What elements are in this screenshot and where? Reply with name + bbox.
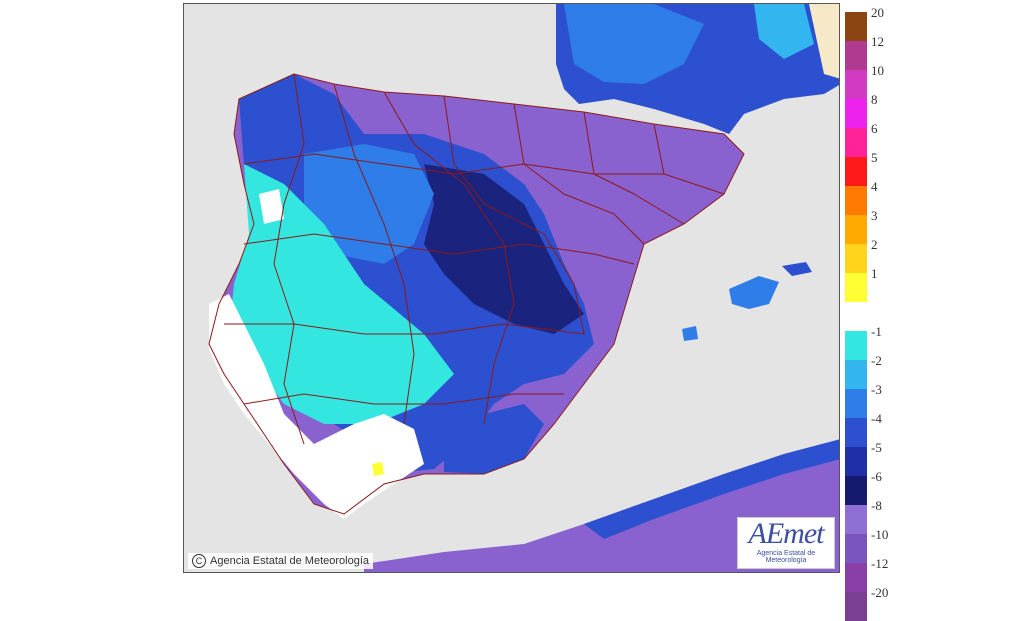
mallorca <box>729 276 779 309</box>
menorca <box>782 262 812 276</box>
legend-swatch <box>845 215 867 244</box>
legend-label: 4 <box>871 179 878 194</box>
legend-swatch <box>845 70 867 99</box>
galicia-white-patch <box>259 189 284 224</box>
southeast-blue <box>444 404 544 474</box>
legend-swatch <box>845 128 867 157</box>
legend-label: -12 <box>871 556 889 571</box>
province-borders <box>208 73 745 515</box>
legend-swatch <box>845 534 867 563</box>
andalusia-yellow-spot <box>372 462 384 476</box>
legend-swatch <box>845 331 867 360</box>
legend-label: 10 <box>871 63 884 78</box>
legend-label: -3 <box>871 382 882 397</box>
legend-label: 12 <box>871 34 884 49</box>
legend-swatch <box>845 273 867 302</box>
legend-swatch <box>845 418 867 447</box>
iberia-cyan <box>229 164 454 424</box>
legend-swatch <box>845 505 867 534</box>
legend-label: -1 <box>871 324 882 339</box>
legend-swatch <box>845 476 867 505</box>
aemet-logo: AEmet Agencia Estatal de Meteorología <box>737 517 835 569</box>
legend-swatch <box>845 592 867 621</box>
legend-label: -2 <box>871 353 882 368</box>
legend-label: 1 <box>871 266 878 281</box>
logo-wordmark: AEmet <box>748 517 825 550</box>
legend-swatch <box>845 41 867 70</box>
legend-label: 20 <box>871 5 884 20</box>
north-africa-blue-band <box>584 439 839 539</box>
legend-swatch <box>845 244 867 273</box>
legend-label: 5 <box>871 150 878 165</box>
legend-label: 3 <box>871 208 878 223</box>
italy-land <box>809 4 839 79</box>
iberia-white-southwest <box>209 294 424 519</box>
legend-swatch <box>845 563 867 592</box>
legend-label: -10 <box>871 527 889 542</box>
legend-swatch <box>845 99 867 128</box>
france-alps-cyan <box>754 4 814 59</box>
legend-label: -6 <box>871 469 882 484</box>
legend-swatch <box>845 186 867 215</box>
logo-subtitle: Agencia Estatal de Meteorología <box>756 550 816 564</box>
legend-swatch <box>845 302 867 331</box>
legend-label: -4 <box>871 411 882 426</box>
north-africa-purple <box>364 439 839 572</box>
legend-label: -5 <box>871 440 882 455</box>
legend-label: 6 <box>871 121 878 136</box>
legend-swatch <box>845 360 867 389</box>
temperature-anomaly-map <box>184 4 839 572</box>
iberia-mid-blue <box>304 144 434 264</box>
copyright-icon: C <box>192 554 206 568</box>
legend-swatch <box>845 447 867 476</box>
map-frame: C Agencia Estatal de Meteorología AEmet … <box>183 3 840 573</box>
color-legend: 20 12 10 8 6 5 4 3 2 1 -1 -2 -3 -4 -5 -6 -8 -10 -12 -20 <box>845 6 889 621</box>
iberia-dark-core <box>424 164 584 334</box>
legend-label: 8 <box>871 92 878 107</box>
legend-swatch <box>845 157 867 186</box>
legend-swatch <box>845 389 867 418</box>
legend-swatch <box>845 12 867 41</box>
legend-label: -8 <box>871 498 882 513</box>
copyright-notice: C Agencia Estatal de Meteorología <box>188 553 373 569</box>
legend-label: -20 <box>871 585 889 600</box>
legend-label: 2 <box>871 237 878 252</box>
copyright-text: Agencia Estatal de Meteorología <box>210 555 369 567</box>
france-west <box>564 4 704 84</box>
ibiza <box>682 326 698 341</box>
